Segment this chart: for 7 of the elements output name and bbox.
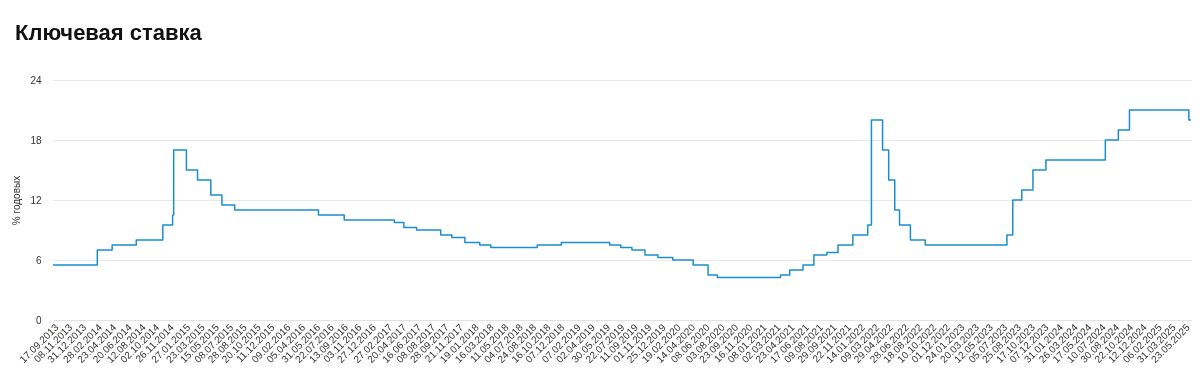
y-tick-label: 0 — [35, 314, 42, 326]
chart-title: Ключевая ставка — [15, 20, 202, 46]
y-tick-label: 12 — [30, 194, 42, 206]
y-axis-title: % годовых — [11, 175, 23, 226]
y-tick-label: 18 — [30, 134, 42, 146]
y-tick-label: 24 — [30, 74, 42, 86]
y-tick-label: 6 — [35, 254, 42, 266]
